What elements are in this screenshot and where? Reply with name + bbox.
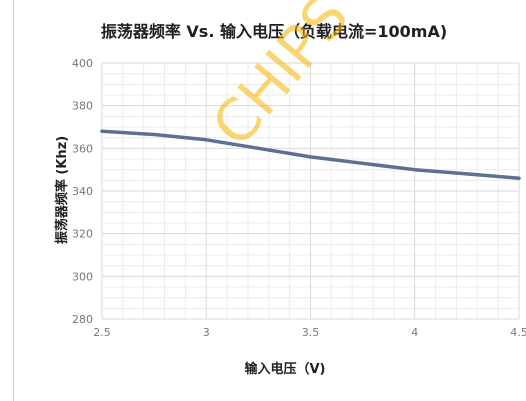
x-tick-label: 4.5 xyxy=(510,326,526,339)
y-tick-label: 280 xyxy=(72,313,93,326)
y-tick-label: 300 xyxy=(72,270,93,283)
x-tick-label: 2.5 xyxy=(93,326,111,339)
y-axis-title: 振荡器频率 (Khz) xyxy=(54,136,70,244)
chart-frame xyxy=(13,0,526,401)
x-tick-label: 3 xyxy=(203,326,210,339)
y-tick-label: 380 xyxy=(72,100,93,113)
x-tick-label: 3.5 xyxy=(302,326,320,339)
y-tick-label: 400 xyxy=(72,57,93,70)
chart-title: 振荡器频率 Vs. 输入电压（负载电流=100mA) xyxy=(101,22,447,41)
y-tick-label: 360 xyxy=(72,142,93,155)
grid-lines xyxy=(101,62,520,320)
series-line xyxy=(100,129,521,180)
x-axis-title: 输入电压（V) xyxy=(244,361,325,377)
series-group xyxy=(100,129,521,180)
y-tick-label: 320 xyxy=(72,228,93,241)
x-tick-label: 4 xyxy=(411,326,418,339)
tick-labels: 280 300 320 340 360 380 400 2.5 3 3.5 4 4.5 xyxy=(72,57,526,339)
y-tick-label: 340 xyxy=(72,185,93,198)
